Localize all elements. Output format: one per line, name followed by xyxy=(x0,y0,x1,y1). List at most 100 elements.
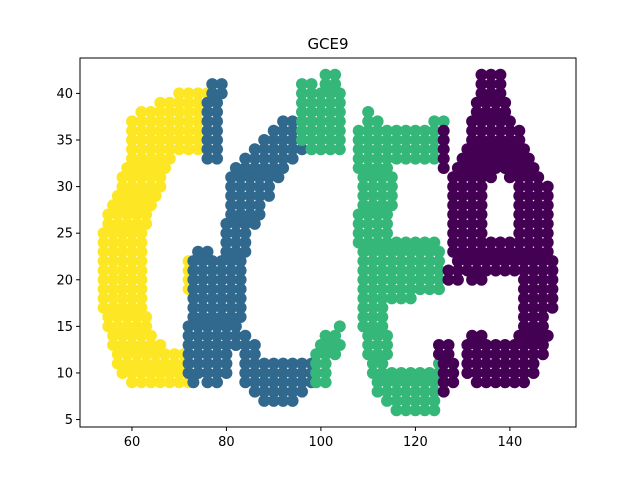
scatter-point xyxy=(357,320,370,333)
scatter-point xyxy=(267,143,280,156)
scatter-point xyxy=(527,283,540,296)
scatter-point xyxy=(470,376,483,389)
scatter-point xyxy=(319,376,332,389)
scatter-point xyxy=(485,171,497,184)
x-tick-label: 60 xyxy=(124,435,141,450)
scatter-point xyxy=(371,329,384,342)
scatter-point xyxy=(381,394,393,407)
scatter-point xyxy=(352,124,365,137)
scatter-point xyxy=(362,208,375,221)
scatter-point xyxy=(546,255,559,268)
scatter-point xyxy=(201,115,214,128)
scatter-point xyxy=(102,208,115,221)
scatter-point xyxy=(532,217,545,230)
scatter-point xyxy=(381,124,393,137)
scatter-point xyxy=(414,283,427,296)
scatter-point xyxy=(149,357,162,370)
scatter-point xyxy=(532,329,545,342)
scatter-point xyxy=(206,283,219,296)
scatter-point xyxy=(201,96,214,109)
scatter-point xyxy=(513,236,526,249)
scatter-point xyxy=(107,283,120,296)
scatter-point xyxy=(305,134,318,146)
scatter-point xyxy=(305,78,318,91)
scatter-point xyxy=(319,367,332,379)
scatter-point xyxy=(144,124,157,137)
scatter-point xyxy=(456,152,469,165)
scatter-point xyxy=(395,255,408,268)
scatter-point xyxy=(107,255,120,268)
scatter-point xyxy=(116,180,129,193)
scatter-point xyxy=(541,208,554,221)
scatter-point xyxy=(211,124,223,137)
scatter-point xyxy=(466,227,479,240)
scatter-point xyxy=(192,106,205,118)
scatter-point xyxy=(390,385,403,398)
scatter-point xyxy=(286,115,299,128)
scatter-point xyxy=(414,367,427,379)
scatter-point xyxy=(277,124,290,137)
series-0 xyxy=(97,87,214,389)
scatter-point xyxy=(447,199,460,212)
scatter-point xyxy=(461,348,474,361)
scatter-point xyxy=(456,236,469,249)
scatter-point xyxy=(192,245,205,258)
scatter-point xyxy=(532,199,545,212)
scatter-point xyxy=(366,245,379,258)
scatter-point xyxy=(527,357,540,370)
scatter-point xyxy=(201,143,214,156)
scatter-point xyxy=(196,264,209,277)
scatter-point xyxy=(126,115,138,128)
scatter-point xyxy=(305,96,318,109)
scatter-point xyxy=(192,367,205,379)
scatter-point xyxy=(310,376,323,389)
scatter-point xyxy=(437,357,450,370)
scatter-point xyxy=(173,96,186,109)
scatter-point xyxy=(489,357,502,370)
scatter-point xyxy=(527,367,540,379)
scatter-point xyxy=(475,115,488,128)
scatter-point xyxy=(173,115,186,128)
scatter-point xyxy=(168,348,181,361)
scatter-point xyxy=(140,357,153,370)
scatter-point xyxy=(494,134,507,146)
scatter-point xyxy=(258,357,271,370)
scatter-point xyxy=(182,124,195,137)
scatter-point xyxy=(536,292,549,305)
scatter-point xyxy=(522,152,535,165)
scatter-point xyxy=(296,134,308,146)
scatter-point xyxy=(418,404,431,417)
scatter-point xyxy=(352,227,365,240)
scatter-point xyxy=(447,217,460,230)
scatter-point xyxy=(518,357,530,370)
scatter-point xyxy=(187,255,200,268)
scatter-point xyxy=(527,339,540,351)
scatter-point xyxy=(329,348,342,361)
scatter-point xyxy=(154,143,167,156)
scatter-point xyxy=(192,348,205,361)
scatter-point xyxy=(159,348,171,361)
scatter-point xyxy=(527,301,540,314)
scatter-point xyxy=(466,217,479,230)
scatter-point xyxy=(503,115,516,128)
scatter-point xyxy=(135,245,148,258)
scatter-point xyxy=(206,264,219,277)
scatter-point xyxy=(508,255,521,268)
scatter-point xyxy=(357,264,370,277)
scatter-point xyxy=(248,357,261,370)
scatter-point xyxy=(211,152,223,165)
scatter-point xyxy=(437,385,450,398)
scatter-point xyxy=(522,329,535,342)
scatter-point xyxy=(508,339,521,351)
scatter-point xyxy=(376,171,389,184)
scatter-point xyxy=(135,283,148,296)
scatter-point xyxy=(225,273,238,286)
scatter-point xyxy=(362,217,375,230)
scatter-point xyxy=(116,171,129,184)
scatter-point xyxy=(211,339,223,351)
scatter-point xyxy=(418,394,431,407)
scatter-point xyxy=(277,385,290,398)
scatter-point xyxy=(466,329,479,342)
scatter-point xyxy=(234,255,247,268)
scatter-point xyxy=(225,199,238,212)
